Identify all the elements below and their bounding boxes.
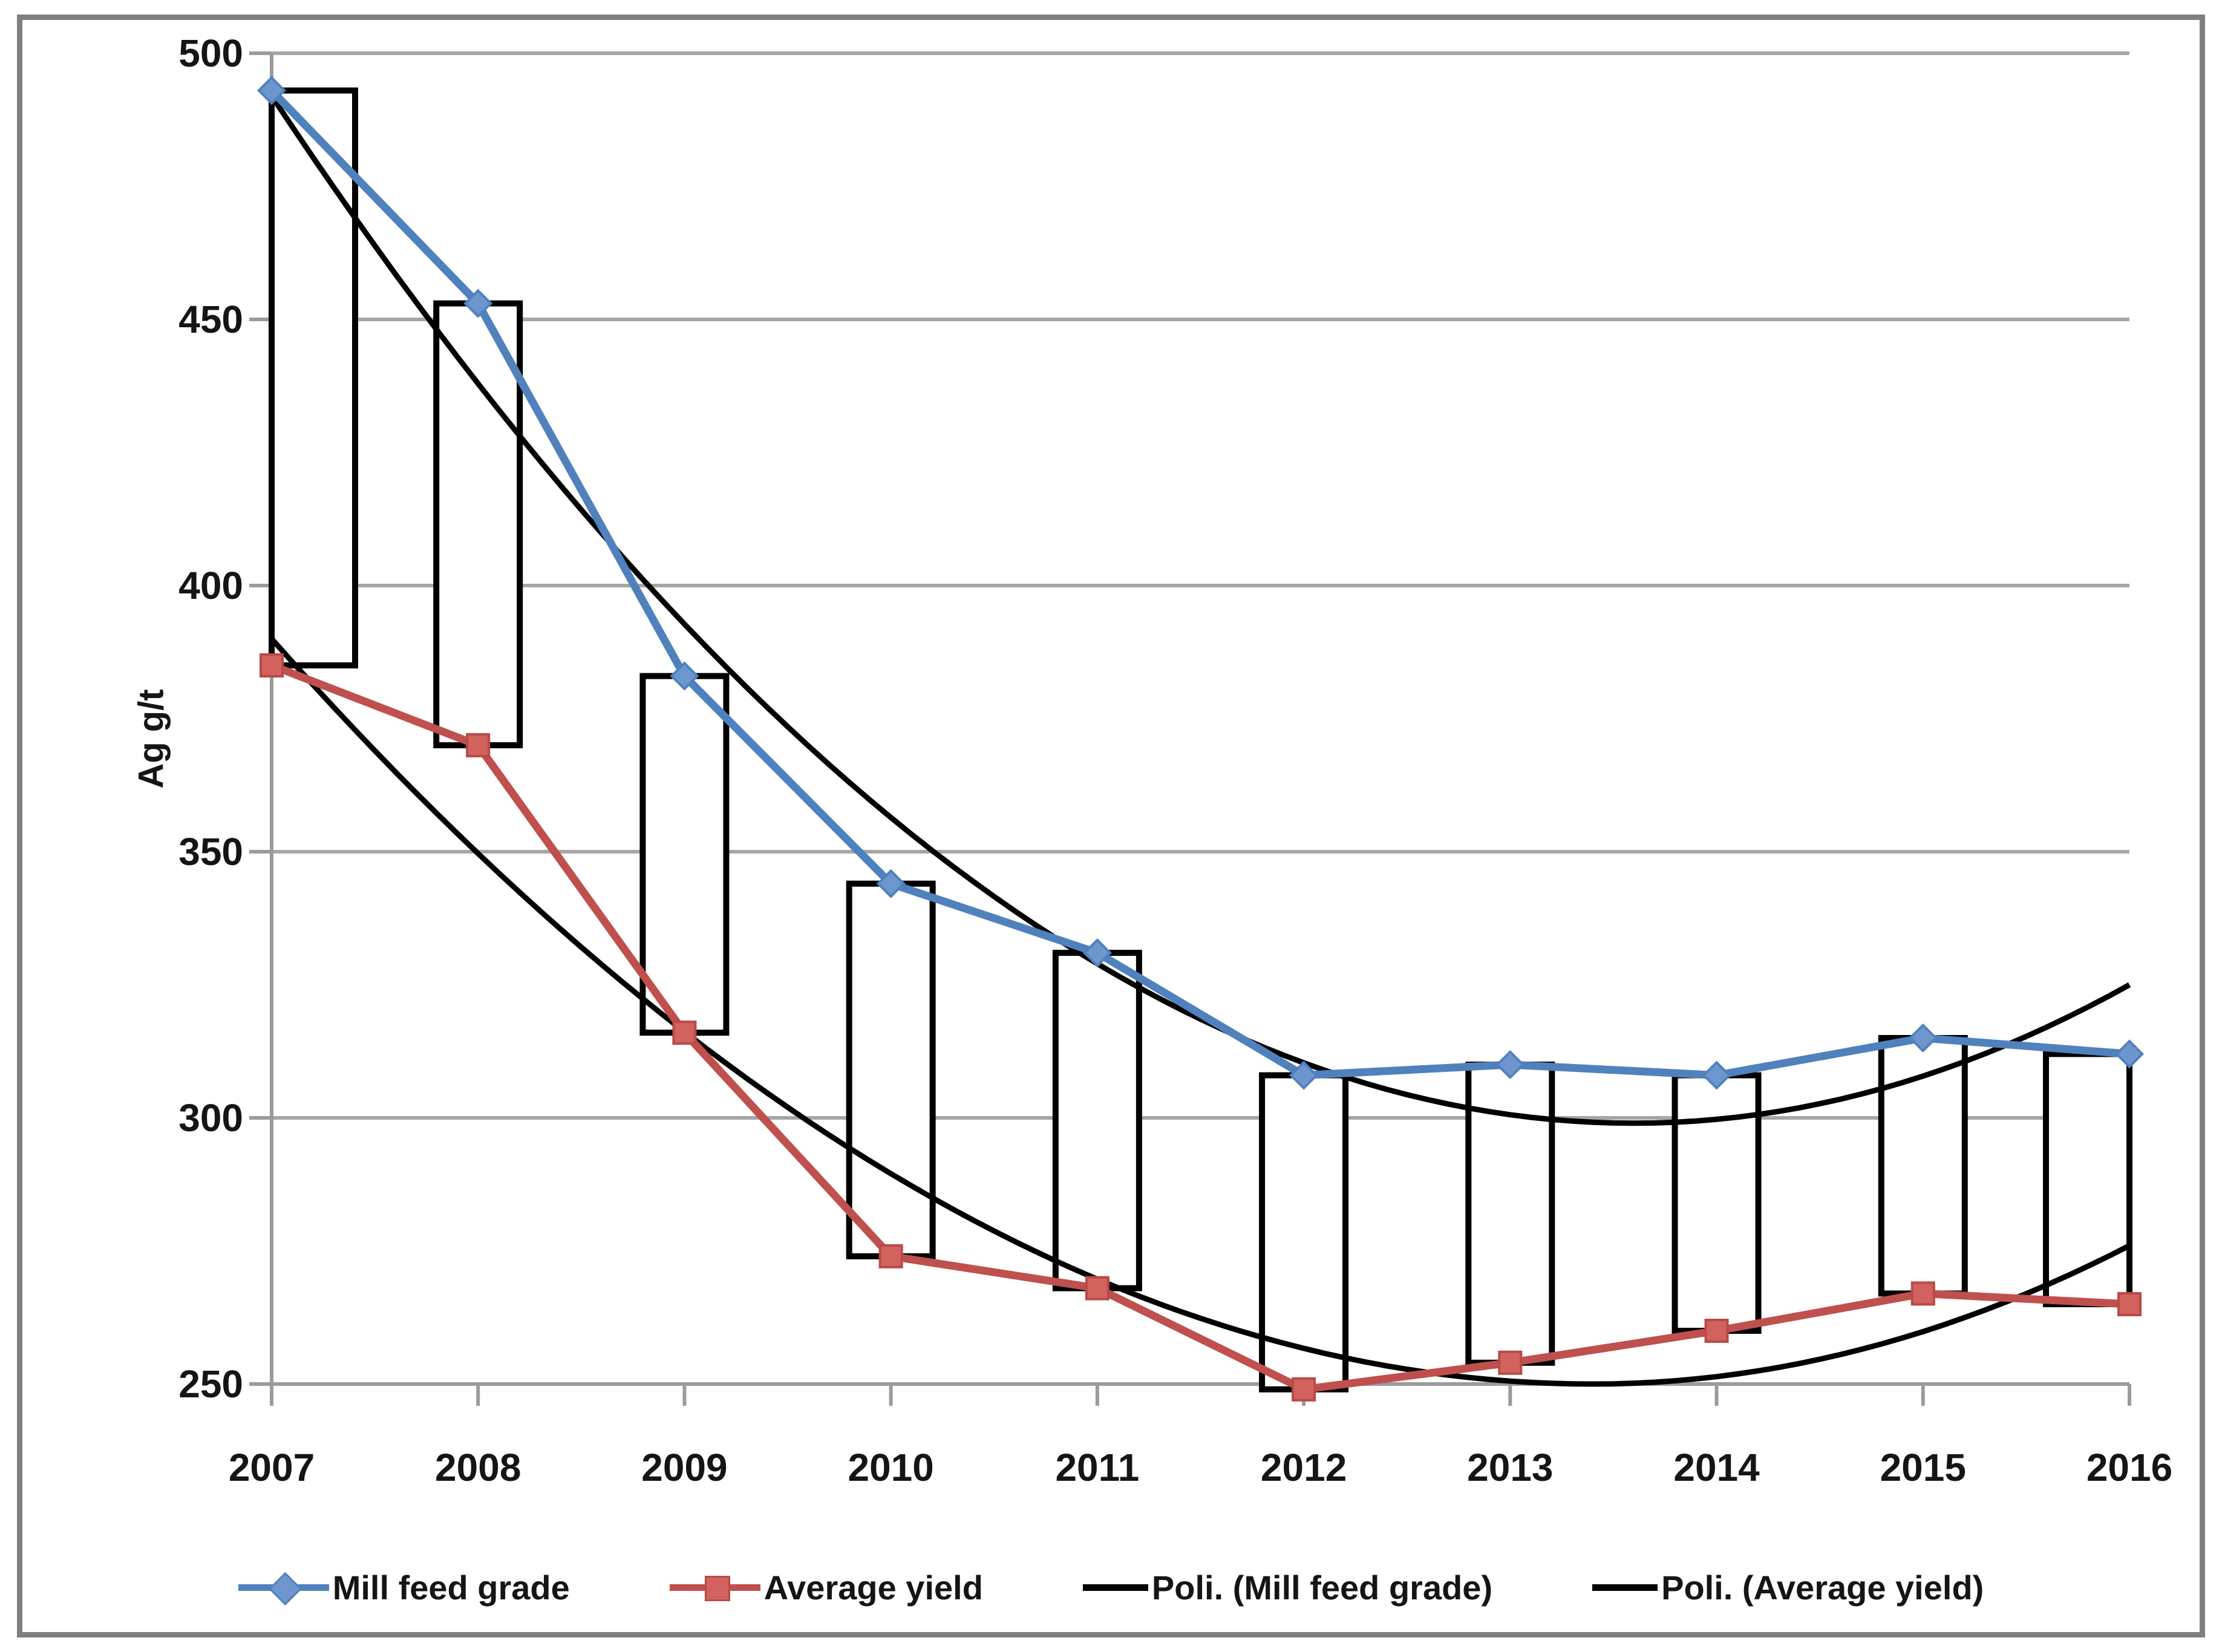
updown-bar	[1259, 1072, 1349, 1392]
square-marker-icon	[704, 1576, 730, 1601]
y-tick-label: 450	[178, 298, 243, 341]
updown-bar	[1052, 950, 1142, 1291]
trendline-swatch-icon	[1082, 1584, 1148, 1591]
x-tick-label: 2010	[848, 1446, 933, 1489]
legend-label-poli-mill-feed-grade: Poli. (Mill feed grade)	[1151, 1569, 1493, 1607]
average-yield-line-swatch-icon	[669, 1576, 760, 1601]
diamond-marker-icon	[463, 289, 493, 318]
legend-label-poli-average-yield: Poli. (Average yield)	[1661, 1569, 1984, 1607]
diamond-marker-icon	[1702, 1060, 1731, 1090]
square-marker-icon	[878, 1244, 903, 1268]
updown-bar	[846, 880, 936, 1259]
y-tick-label: 350	[178, 830, 243, 873]
square-marker-icon	[260, 653, 284, 677]
x-tick-label: 2011	[1055, 1446, 1139, 1489]
legend-label-mill-feed-grade: Mill feed grade	[332, 1569, 570, 1607]
trendline	[269, 637, 2131, 1387]
updown-bar	[639, 673, 730, 1036]
diamond-marker-icon	[2114, 1039, 2145, 1069]
diamond-marker-icon	[268, 1572, 302, 1606]
square-marker-icon	[466, 733, 491, 757]
square-marker-icon	[672, 1020, 697, 1045]
diamond-marker-icon	[1495, 1050, 1525, 1080]
x-tick-label: 2016	[2086, 1446, 2172, 1489]
y-tick-label: 500	[178, 31, 243, 75]
square-marker-icon	[1292, 1377, 1316, 1402]
diamond-marker-icon	[1289, 1060, 1319, 1090]
y-axis-title: Ag g/t	[131, 689, 171, 789]
legend-label-average-yield: Average yield	[763, 1569, 983, 1607]
trendline-swatch-icon	[1592, 1584, 1658, 1591]
square-marker-icon	[1704, 1319, 1729, 1343]
legend-item-mill-feed-grade: Mill feed grade	[238, 1568, 570, 1607]
x-tick-label: 2008	[435, 1446, 521, 1489]
y-tick-label: 250	[178, 1362, 243, 1406]
chart-outer-border	[17, 15, 2205, 1637]
chart-legend: Mill feed grade Average yield Poli. (Mil…	[0, 1568, 2222, 1607]
updown-bar	[2043, 1051, 2132, 1308]
series-line	[270, 661, 2130, 1394]
mill-feed-grade-line-swatch-icon	[238, 1572, 329, 1606]
diamond-marker-icon	[670, 661, 699, 691]
y-tick-label: 300	[178, 1096, 243, 1140]
updown-bar	[269, 87, 358, 669]
x-tick-label: 2014	[1673, 1446, 1760, 1489]
square-marker-icon	[1085, 1276, 1109, 1301]
diamond-marker-icon	[257, 76, 287, 105]
legend-item-poli-average-yield: Poli. (Average yield)	[1592, 1568, 1984, 1607]
diamond-marker-icon	[1082, 938, 1112, 968]
legend-item-poli-mill-feed-grade: Poli. (Mill feed grade)	[1082, 1568, 1493, 1607]
trendline	[269, 94, 2131, 1126]
x-tick-label: 2013	[1467, 1446, 1553, 1489]
square-marker-icon	[1498, 1350, 1523, 1375]
diamond-marker-icon	[876, 869, 906, 898]
x-tick-label: 2007	[229, 1446, 315, 1489]
square-marker-icon	[2117, 1292, 2142, 1316]
diamond-marker-icon	[1908, 1023, 1938, 1053]
y-tick-label: 400	[178, 564, 243, 607]
x-tick-label: 2015	[1880, 1446, 1966, 1489]
updown-bar	[433, 300, 523, 749]
square-marker-icon	[1910, 1281, 1935, 1306]
series-line	[269, 88, 2130, 1080]
x-tick-label: 2009	[641, 1446, 727, 1489]
legend-item-average-yield: Average yield	[669, 1568, 983, 1607]
x-tick-label: 2012	[1261, 1446, 1347, 1489]
